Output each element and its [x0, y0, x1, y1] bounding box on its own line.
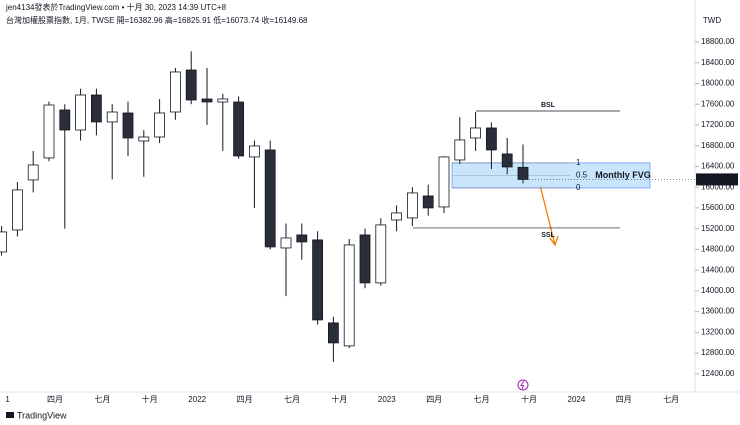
x-tick-label: 四月 — [426, 395, 442, 404]
candle-body — [11, 189, 23, 231]
footer: TradingView — [17, 410, 67, 420]
candle-body — [312, 239, 324, 321]
fvg-label: Monthly FVG — [595, 170, 651, 180]
candle-body — [485, 127, 497, 151]
candle-body — [138, 136, 150, 142]
candle-body — [154, 112, 166, 138]
x-tick-label: 十月 — [331, 394, 347, 404]
x-tick-label: 四月 — [237, 395, 253, 404]
candle-body — [75, 94, 86, 131]
subtitle: 台灣加權股票指數, 1月, TWSE 開=16382.96 高=16825.91… — [6, 15, 308, 25]
candle-body — [470, 127, 482, 139]
y-tick-label: 12400.00 — [701, 369, 735, 378]
candle-body — [359, 234, 371, 284]
candle-body — [454, 139, 466, 161]
candle-body — [248, 145, 260, 158]
fvg-level-label: 0 — [576, 183, 581, 192]
y-tick-label: 17600.00 — [701, 99, 735, 108]
y-tick-label: 16800.00 — [701, 141, 735, 150]
last-price-label: 16149.68 — [700, 175, 734, 184]
header: jen4134發表於TradingView.com • 十月 30, 2023 … — [5, 2, 227, 12]
x-tick-label: 十月 — [142, 394, 158, 404]
candle-body — [0, 231, 7, 253]
candle-body — [501, 153, 513, 168]
y-tick-label: 17200.00 — [701, 120, 735, 129]
x-tick-label: 七月 — [474, 395, 490, 404]
currency: TWD — [703, 16, 721, 25]
last-price-tag — [696, 173, 738, 186]
x-tick-label: 1 — [5, 395, 10, 404]
y-tick-label: 15200.00 — [701, 224, 735, 233]
fvg-level-label: 1 — [576, 158, 581, 167]
candle-body — [201, 98, 213, 103]
candle-body — [391, 212, 403, 221]
candle-body — [217, 98, 229, 103]
candle-body — [59, 109, 71, 131]
fvg-level-label: 0.5 — [576, 171, 588, 180]
candle-body — [422, 195, 434, 209]
y-tick-label: 14800.00 — [701, 245, 735, 254]
x-tick-label: 七月 — [94, 395, 110, 404]
candle-body — [406, 192, 418, 219]
projection-arrow — [539, 184, 559, 247]
tv-logo — [6, 412, 14, 418]
y-tick-label: 18400.00 — [701, 58, 735, 67]
candle-body — [106, 111, 118, 123]
x-tick-label: 2024 — [568, 395, 586, 404]
candle-body — [27, 164, 39, 181]
candle-body — [280, 237, 292, 249]
candle-body — [43, 104, 55, 159]
y-tick-label: 18000.00 — [701, 79, 735, 88]
y-tick-label: 14000.00 — [701, 286, 735, 295]
x-tick-label: 七月 — [663, 395, 679, 404]
event-icon — [517, 379, 529, 391]
candle-body — [91, 94, 102, 123]
x-tick-label: 2022 — [188, 395, 206, 404]
candle-body — [327, 322, 339, 344]
y-tick-label: 15600.00 — [701, 203, 735, 212]
candle-body — [264, 149, 276, 248]
candle-body — [375, 224, 387, 284]
y-tick-label: 13600.00 — [701, 307, 735, 316]
y-tick-label: 14400.00 — [701, 265, 735, 274]
y-tick-label: 16000.00 — [701, 182, 735, 191]
candle-body — [122, 112, 134, 139]
y-tick-label: 18800.00 — [701, 37, 735, 46]
candle-body — [296, 234, 308, 243]
candle-body — [438, 156, 450, 208]
candle-body — [517, 166, 529, 180]
y-tick-label: 12800.00 — [701, 348, 735, 357]
y-tick-label: 13200.00 — [701, 327, 735, 336]
candle-body — [233, 101, 245, 157]
x-tick-label: 十月 — [521, 394, 537, 404]
liquidity-label: BSL — [541, 102, 556, 109]
x-tick-label: 七月 — [284, 395, 300, 404]
y-tick-label: 16400.00 — [701, 162, 735, 171]
candle-body — [185, 69, 197, 101]
candle-body — [169, 71, 181, 113]
liquidity-label: SSL — [541, 232, 555, 239]
x-tick-label: 四月 — [616, 395, 632, 404]
x-tick-label: 2023 — [378, 395, 396, 404]
candle-body — [343, 244, 355, 347]
x-tick-label: 四月 — [47, 395, 63, 404]
